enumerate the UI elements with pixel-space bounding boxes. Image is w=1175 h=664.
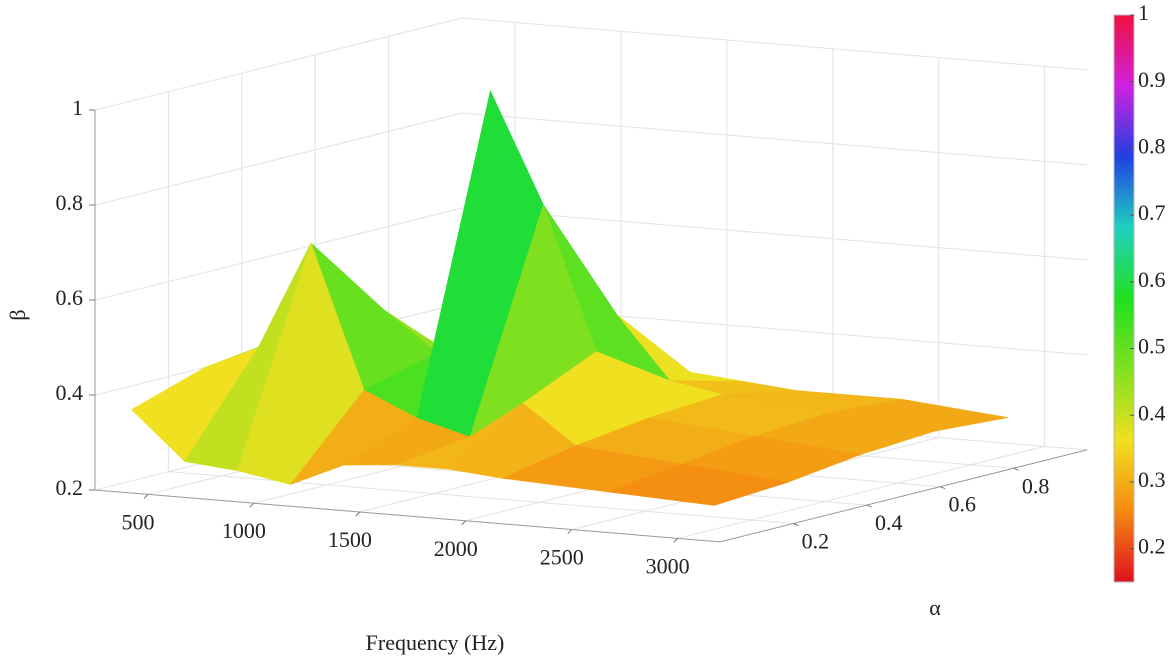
colorbar-tick-label: 0.8 bbox=[1138, 133, 1166, 158]
x-tick-label: 3000 bbox=[646, 553, 690, 578]
colorbar-tick-label: 1 bbox=[1138, 0, 1149, 25]
y-axis-label: α bbox=[929, 595, 941, 620]
x-tick-label: 1000 bbox=[222, 518, 266, 543]
grid-line bbox=[94, 112, 1088, 206]
x-tick bbox=[249, 502, 255, 508]
x-tick-label: 2000 bbox=[434, 536, 478, 561]
grid-line bbox=[167, 91, 794, 524]
colorbar-tick-label: 0.9 bbox=[1138, 67, 1166, 92]
colorbar-tick-label: 0.3 bbox=[1138, 467, 1166, 492]
surface-patch bbox=[608, 463, 788, 506]
y-tick-label: 0.6 bbox=[948, 492, 976, 517]
x-tick-label: 1500 bbox=[328, 527, 372, 552]
colorbar-tick-label: 0.2 bbox=[1138, 534, 1166, 559]
colorbar-tick-label: 0.7 bbox=[1138, 200, 1166, 225]
x-tick bbox=[461, 520, 467, 526]
y-tick-label: 0.8 bbox=[1022, 473, 1050, 498]
colorbar bbox=[1113, 14, 1135, 583]
x-tick bbox=[355, 511, 361, 517]
grid-line bbox=[94, 17, 1088, 111]
x-tick-label: 500 bbox=[121, 509, 154, 534]
z-axis-label: β bbox=[5, 309, 30, 320]
z-tick-label: 0.2 bbox=[56, 475, 84, 500]
y-tick bbox=[793, 523, 799, 526]
grid-line bbox=[677, 66, 1046, 539]
grid-line bbox=[94, 207, 1088, 301]
y-tick bbox=[1013, 467, 1019, 471]
x-tick-label: 2500 bbox=[540, 545, 584, 570]
y-tick-label: 0.2 bbox=[802, 529, 830, 554]
y-tick bbox=[866, 504, 872, 508]
x-tick bbox=[567, 529, 573, 534]
z-tick-label: 0.8 bbox=[56, 190, 84, 215]
y-tick-label: 0.4 bbox=[875, 510, 903, 535]
z-tick-label: 1 bbox=[72, 95, 83, 120]
x-axis-label: Frequency (Hz) bbox=[366, 630, 505, 655]
colorbar-tick-label: 0.4 bbox=[1138, 400, 1166, 425]
y-tick bbox=[940, 486, 946, 490]
x-tick bbox=[673, 538, 678, 543]
colorbar-tick-label: 0.6 bbox=[1138, 267, 1166, 292]
z-tick-label: 0.6 bbox=[56, 285, 84, 310]
z-tick-label: 0.4 bbox=[56, 380, 84, 405]
colorbar-tick-label: 0.5 bbox=[1138, 334, 1166, 359]
x-tick bbox=[143, 494, 149, 499]
